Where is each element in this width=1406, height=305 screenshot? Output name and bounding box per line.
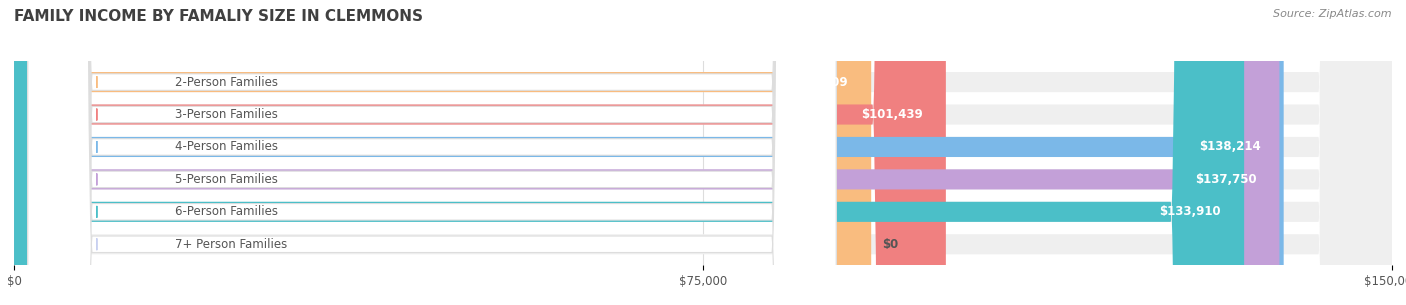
FancyBboxPatch shape: [14, 0, 1279, 305]
FancyBboxPatch shape: [14, 0, 1244, 305]
FancyBboxPatch shape: [28, 0, 837, 305]
FancyBboxPatch shape: [28, 0, 837, 305]
Text: 5-Person Families: 5-Person Families: [174, 173, 278, 186]
FancyBboxPatch shape: [14, 0, 1392, 305]
FancyBboxPatch shape: [14, 0, 1392, 305]
FancyBboxPatch shape: [14, 0, 1392, 305]
Text: Source: ZipAtlas.com: Source: ZipAtlas.com: [1274, 9, 1392, 19]
Text: $101,439: $101,439: [860, 108, 922, 121]
Text: 7+ Person Families: 7+ Person Families: [174, 238, 287, 251]
Text: 4-Person Families: 4-Person Families: [174, 141, 278, 153]
Text: FAMILY INCOME BY FAMALIY SIZE IN CLEMMONS: FAMILY INCOME BY FAMALIY SIZE IN CLEMMON…: [14, 9, 423, 24]
Text: 2-Person Families: 2-Person Families: [174, 76, 278, 88]
FancyBboxPatch shape: [14, 0, 1392, 305]
FancyBboxPatch shape: [28, 0, 837, 305]
FancyBboxPatch shape: [14, 0, 946, 305]
FancyBboxPatch shape: [14, 0, 1392, 305]
FancyBboxPatch shape: [14, 0, 1392, 305]
FancyBboxPatch shape: [14, 0, 872, 305]
FancyBboxPatch shape: [28, 0, 837, 305]
FancyBboxPatch shape: [28, 0, 837, 305]
Text: 6-Person Families: 6-Person Families: [174, 205, 278, 218]
Text: $133,910: $133,910: [1160, 205, 1222, 218]
FancyBboxPatch shape: [14, 0, 1284, 305]
Text: 3-Person Families: 3-Person Families: [174, 108, 278, 121]
Text: $93,309: $93,309: [794, 76, 848, 88]
Text: $137,750: $137,750: [1195, 173, 1257, 186]
FancyBboxPatch shape: [28, 0, 837, 305]
Text: $138,214: $138,214: [1199, 141, 1261, 153]
Text: $0: $0: [882, 238, 898, 251]
